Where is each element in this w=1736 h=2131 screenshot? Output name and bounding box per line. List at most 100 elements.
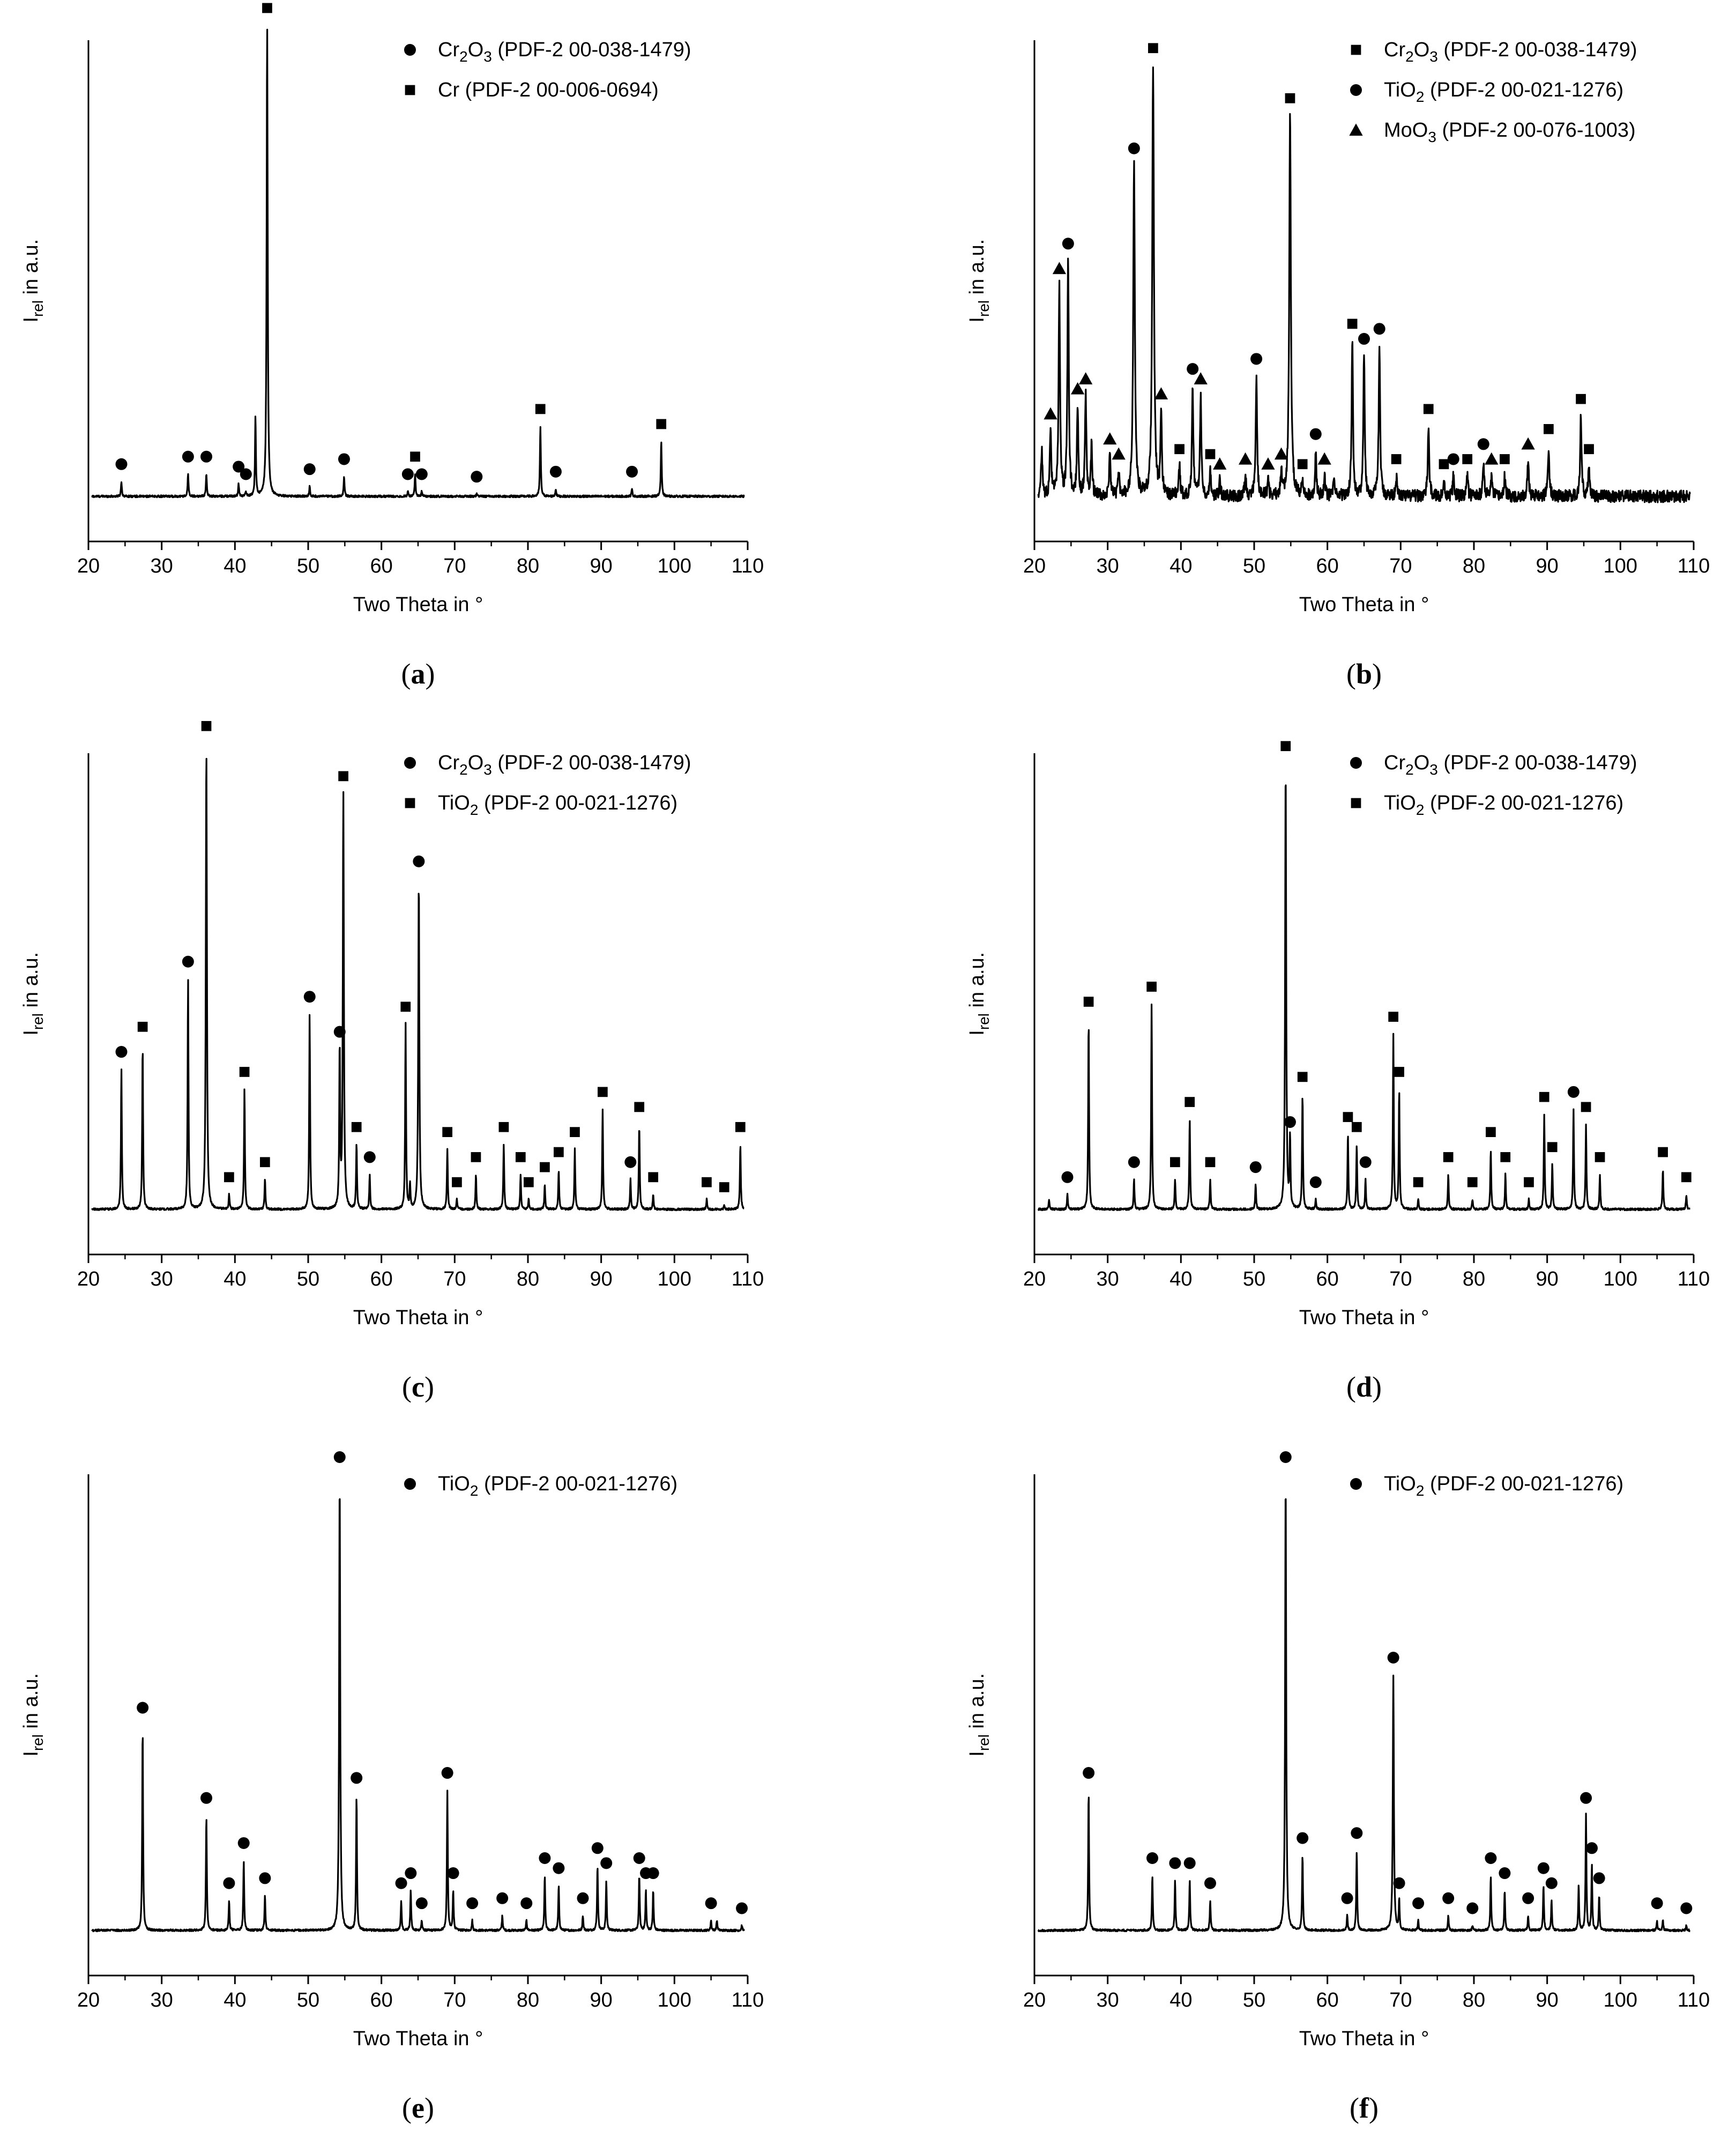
peak-marker-circle <box>600 1857 613 1869</box>
x-tick-label: 40 <box>1169 1268 1192 1290</box>
peak-marker-circle <box>259 1872 271 1884</box>
peak-marker-square <box>1205 1157 1216 1168</box>
peak-marker-circle <box>137 1702 149 1714</box>
legend-entry: TiO2 (PDF-2 00-021-1276) <box>1384 79 1623 105</box>
legend-entry: TiO2 (PDF-2 00-021-1276) <box>1384 1473 1623 1499</box>
peak-marker-circle <box>415 1897 428 1910</box>
x-axis-title: Two Theta in ° <box>353 1306 483 1329</box>
peak-marker-square <box>1486 1127 1496 1137</box>
panel-b: 20 30 40 50 60 70 80 90 100 110 Two Theta in ° Irel… <box>966 39 1710 690</box>
x-tick-label: 80 <box>1463 1989 1485 2011</box>
legend-marker-square <box>405 798 415 808</box>
peak-marker-square <box>1083 997 1094 1007</box>
peak-marker-circle <box>1128 142 1140 154</box>
peak-marker-square <box>1681 1172 1692 1183</box>
peak-marker-triangle <box>1154 387 1168 400</box>
peak-marker-circle <box>1522 1892 1534 1904</box>
x-tick-label: 110 <box>732 1989 764 2011</box>
peak-marker-circle <box>115 458 128 470</box>
peak-marker-circle <box>447 1867 459 1880</box>
peak-marker-circle <box>338 453 350 465</box>
peak-marker-circle <box>351 1772 363 1784</box>
peak-marker-square <box>1280 741 1291 752</box>
peak-marker-circle <box>1412 1897 1425 1910</box>
peak-marker-square <box>554 1147 564 1157</box>
x-tick-label: 80 <box>517 1989 539 2011</box>
peak-marker-triangle <box>1052 262 1067 274</box>
peak-marker-circle <box>577 1892 589 1904</box>
peak-marker-circle <box>1680 1902 1693 1914</box>
x-tick-label: 20 <box>77 1268 100 1290</box>
x-tick-label: 20 <box>1023 1989 1046 2011</box>
xrd-trace <box>91 758 745 1212</box>
peak-marker-square <box>1544 424 1554 434</box>
x-axis-title: Two Theta in ° <box>1299 1306 1429 1329</box>
x-tick-label: 60 <box>370 555 393 577</box>
legend-marker-square <box>405 85 415 95</box>
peak-marker-square <box>410 451 420 462</box>
peak-marker-circle <box>624 1156 637 1168</box>
peak-marker-square <box>1391 454 1402 464</box>
peak-marker-triangle <box>1317 452 1331 465</box>
x-tick-label: 60 <box>1316 555 1339 577</box>
peak-marker-circle <box>1351 1827 1363 1839</box>
peak-marker-circle <box>182 450 194 463</box>
peak-marker-square <box>1462 454 1473 464</box>
peak-marker-square <box>351 1122 362 1132</box>
x-tick-label: 100 <box>1604 555 1637 577</box>
peak-marker-square <box>515 1152 526 1162</box>
peak-marker-square <box>1184 1097 1195 1107</box>
peak-marker-square <box>1297 1072 1308 1082</box>
x-axis-title: Two Theta in ° <box>353 2028 483 2050</box>
peak-marker-square <box>442 1127 453 1137</box>
peak-marker-triangle <box>1213 457 1227 470</box>
peak-marker-square <box>656 419 667 429</box>
x-tick-label: 30 <box>1097 1989 1119 2011</box>
x-tick-label: 40 <box>223 1989 246 2011</box>
peak-marker-circle <box>1477 438 1489 450</box>
peak-marker-circle <box>1580 1792 1592 1804</box>
x-axis-title: Two Theta in ° <box>1299 2028 1429 2050</box>
peak-marker-circle <box>549 465 562 478</box>
peak-marker-circle <box>1537 1862 1549 1874</box>
panel-caption: (c) <box>402 1371 434 1403</box>
peak-marker-circle <box>395 1877 407 1889</box>
x-tick-label: 100 <box>658 555 691 577</box>
panel-f: 20 30 40 50 60 70 80 90 100 110 Two Theta in ° Irel… <box>966 1451 1710 2124</box>
x-tick-label: 30 <box>151 1989 173 2011</box>
xrd-trace <box>1037 1498 1691 1933</box>
peak-marker-circle <box>1447 453 1459 465</box>
peak-marker-square <box>1174 444 1184 455</box>
x-tick-label: 20 <box>77 1989 100 2011</box>
peak-marker-square <box>1576 393 1586 404</box>
y-axis-title: Irel in a.u. <box>20 952 46 1036</box>
x-tick-label: 50 <box>297 1989 319 2011</box>
peak-marker-triangle <box>1044 407 1057 420</box>
x-tick-label: 90 <box>590 1989 613 2011</box>
legend-entry: TiO2 (PDF-2 00-021-1276) <box>438 792 677 818</box>
peak-marker-square <box>1539 1092 1549 1102</box>
x-tick-label: 80 <box>517 555 539 577</box>
x-tick-label: 60 <box>1316 1268 1339 1290</box>
x-tick-label: 40 <box>223 555 246 577</box>
peak-marker-circle <box>233 461 245 473</box>
peak-marker-square <box>634 1102 645 1112</box>
panel-d: 20 30 40 50 60 70 80 90 100 110 Two Theta in ° Irel… <box>966 741 1710 1403</box>
x-tick-label: 30 <box>1097 555 1119 577</box>
xrd-trace <box>1037 66 1691 503</box>
y-axis-title: Irel in a.u. <box>966 1673 992 1757</box>
peak-marker-circle <box>1284 1116 1296 1128</box>
x-tick-label: 110 <box>1678 555 1710 577</box>
peak-marker-circle <box>333 1451 346 1463</box>
peak-marker-circle <box>303 463 316 476</box>
peak-marker-triangle <box>1274 447 1288 460</box>
peak-marker-square <box>1439 459 1449 470</box>
peak-marker-circle <box>1499 1867 1511 1880</box>
peak-marker-square <box>1297 459 1308 470</box>
x-tick-label: 40 <box>1169 1989 1192 2011</box>
peak-marker-circle <box>1183 1857 1196 1869</box>
peak-marker-square <box>1547 1142 1558 1153</box>
peak-marker-square <box>1413 1177 1424 1187</box>
x-tick-label: 20 <box>1023 1268 1046 1290</box>
panel-caption: (b) <box>1346 658 1382 690</box>
